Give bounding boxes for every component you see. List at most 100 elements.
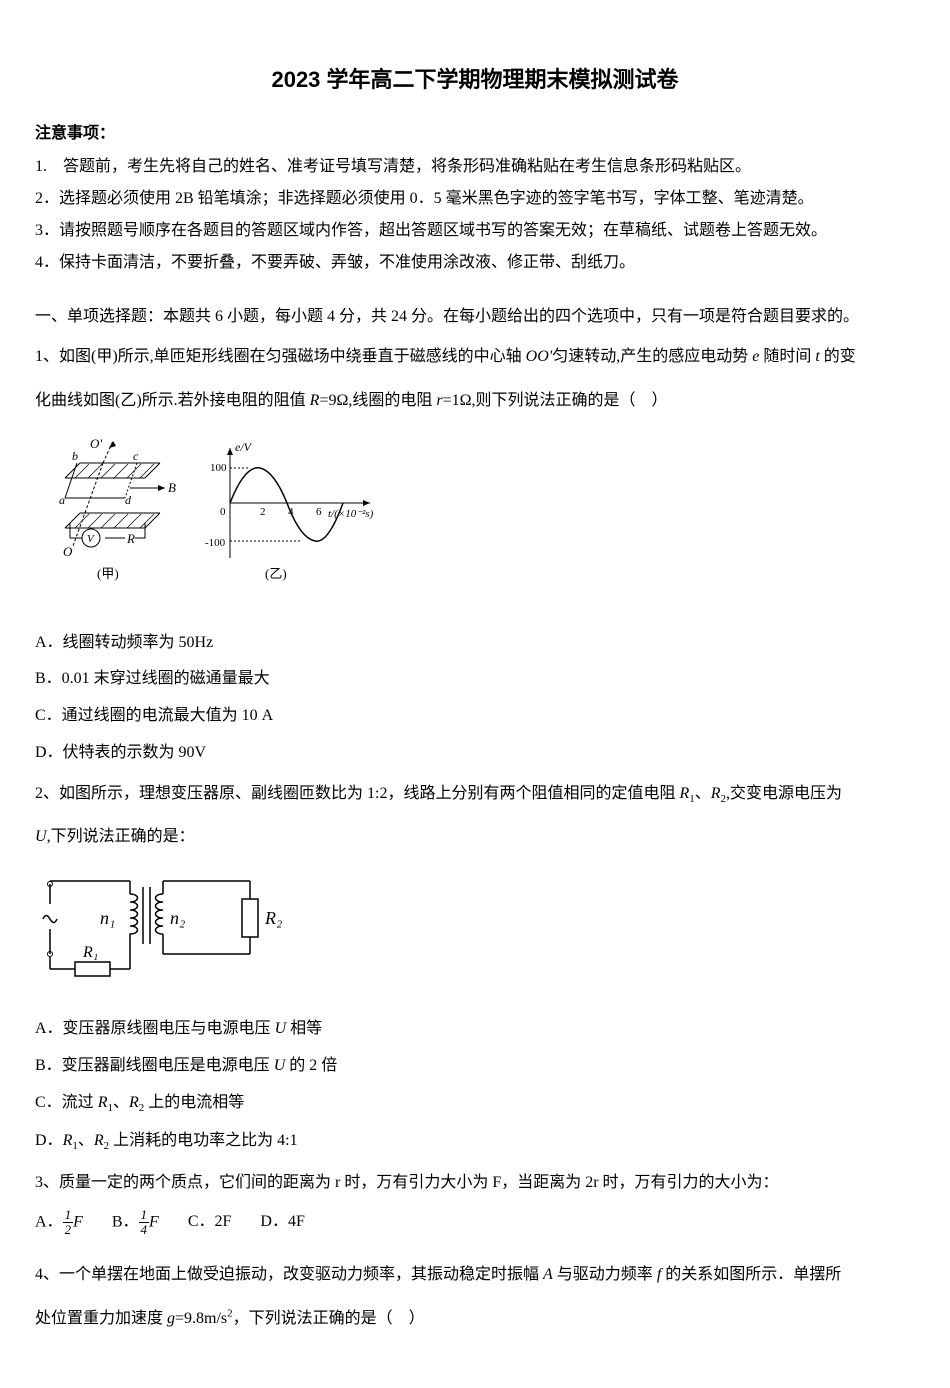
q2-a-U: U	[275, 1020, 287, 1037]
question-4: 4、一个单摆在地面上做受迫振动，改变驱动力频率，其振动稳定时振幅 A 与驱动力频…	[35, 1257, 915, 1292]
notice-item-4: 4．保持卡面清洁，不要折叠，不要弄破、弄皱，不准使用涂改液、修正带、刮纸刀。	[35, 249, 915, 278]
q2-U: U	[35, 828, 47, 845]
q1-option-b: B．0.01 末穿过线圈的磁通量最大	[35, 665, 915, 694]
q2-b-U: U	[274, 1057, 286, 1074]
q1-l2-3: =1Ω,则下列说法正确的是（ ）	[443, 392, 668, 409]
q1-option-d: D．伏特表的示数为 90V	[35, 739, 915, 768]
svg-text:R₁: R₁	[82, 944, 98, 961]
q1-oo: OO'	[526, 348, 553, 365]
notice-item-3: 3．请按照题号顺序在各题目的答题区域内作答，超出答题区域书写的答案无效；在草稿纸…	[35, 217, 915, 246]
q3-options: A．12F B．14F C．2F D．4F	[35, 1208, 915, 1238]
svg-text:R: R	[126, 531, 135, 546]
q2-d-1: D．	[35, 1132, 63, 1149]
q1-l2-2: =9Ω,线圈的电阻	[319, 392, 436, 409]
svg-text:b: b	[72, 449, 78, 463]
svg-text:-100: -100	[205, 537, 226, 549]
q1-text-1: 1、如图(甲)所示,单匝矩形线圈在匀强磁场中绕垂直于磁感线的中心轴	[35, 348, 526, 365]
q4-A: A	[543, 1266, 553, 1283]
q2-R2: R	[711, 785, 721, 802]
q3-b-num: 1	[139, 1208, 150, 1223]
svg-text:(甲): (甲)	[97, 566, 119, 581]
q3-b-label: B．	[112, 1213, 139, 1230]
q4-l2-3: ，下列说法正确的是（ ）	[233, 1310, 425, 1327]
q2-d-R1: R	[63, 1132, 73, 1149]
question-4-line2: 处位置重力加速度 g=9.8m/s2，下列说法正确的是（ ）	[35, 1301, 915, 1336]
svg-text:V: V	[87, 533, 95, 545]
q4-t3: 的关系如图所示．单摆所	[661, 1266, 841, 1283]
q2-c-2: 、	[113, 1094, 129, 1111]
question-1-line2: 化曲线如图(乙)所示.若外接电阻的阻值 R=9Ω,线圈的电阻 r=1Ω,则下列说…	[35, 383, 915, 418]
notice-item-1: 1. 答题前，考生先将自己的姓名、准考证号填写清楚，将条形码准确粘贴在考生信息条…	[35, 153, 915, 182]
q2-c-R1: R	[98, 1094, 108, 1111]
q3-option-d: D．4F	[260, 1208, 304, 1237]
q1-option-a: A．线圈转动频率为 50Hz	[35, 629, 915, 658]
q2-c-R2: R	[129, 1094, 139, 1111]
q3-b-F: F	[149, 1213, 159, 1230]
exam-title: 2023 学年高二下学期物理期末模拟测试卷	[35, 60, 915, 100]
q2-t2: 、	[695, 785, 711, 802]
svg-text:O: O	[63, 544, 73, 559]
svg-text:c: c	[133, 449, 139, 463]
q3-a-F: F	[73, 1213, 83, 1230]
svg-text:4: 4	[288, 506, 294, 518]
q2-circuit-svg: R₁ n₁ n₂ R₂	[35, 869, 295, 989]
q2-l2-2: ,下列说法正确的是：	[47, 828, 195, 845]
q2-t1: 2、如图所示，理想变压器原、副线圈匝数比为 1:2，线路上分别有两个阻值相同的定…	[35, 785, 679, 802]
q2-option-c: C．流过 R1、R2 上的电流相等	[35, 1089, 915, 1119]
svg-text:t/(×10⁻²s): t/(×10⁻²s)	[328, 508, 374, 520]
svg-text:B: B	[168, 480, 176, 495]
question-2-line2: U,下列说法正确的是：	[35, 819, 915, 854]
q3-a-den: 2	[63, 1223, 74, 1237]
q2-a-2: 相等	[286, 1020, 322, 1037]
svg-text:O': O'	[90, 436, 102, 451]
q4-g: g	[167, 1310, 175, 1327]
q4-t1: 4、一个单摆在地面上做受迫振动，改变驱动力频率，其振动稳定时振幅	[35, 1266, 543, 1283]
q2-a-1: A．变压器原线圈电压与电源电压	[35, 1020, 275, 1037]
q3-b-den: 4	[139, 1223, 150, 1237]
q1-text-4: 的变	[820, 348, 856, 365]
q2-d-R2: R	[94, 1132, 104, 1149]
svg-text:R₂: R₂	[264, 908, 282, 928]
question-1: 1、如图(甲)所示,单匝矩形线圈在匀强磁场中绕垂直于磁感线的中心轴 OO'匀速转…	[35, 339, 915, 374]
q2-option-d: D．R1、R2 上消耗的电功率之比为 4:1	[35, 1127, 915, 1157]
question-3: 3、质量一定的两个质点，它们间的距离为 r 时，万有引力大小为 F，当距离为 2…	[35, 1165, 915, 1200]
svg-text:0: 0	[220, 506, 226, 518]
question-2: 2、如图所示，理想变压器原、副线圈匝数比为 1:2，线路上分别有两个阻值相同的定…	[35, 776, 915, 811]
q2-c-1: C．流过	[35, 1094, 98, 1111]
q3-a-label: A．	[35, 1213, 63, 1230]
q4-l2-2: =9.8m/s	[175, 1310, 227, 1327]
q2-d-2: 、	[78, 1132, 94, 1149]
q1-text-2: 匀速转动,产生的感应电动势	[552, 348, 752, 365]
q2-d-3: 上消耗的电功率之比为 4:1	[109, 1132, 297, 1149]
notice-header: 注意事项：	[35, 120, 915, 149]
q2-circuit: R₁ n₁ n₂ R₂	[35, 869, 915, 1000]
q1-R: R	[310, 392, 320, 409]
svg-text:2: 2	[260, 506, 266, 518]
svg-text:n₂: n₂	[170, 908, 185, 928]
q1-text-3: 随时间	[759, 348, 815, 365]
q1-diagrams: O' b c a d	[35, 433, 915, 614]
q3-option-a: A．12F	[35, 1208, 83, 1238]
q2-b-2: 的 2 倍	[285, 1057, 337, 1074]
svg-text:n₁: n₁	[100, 908, 115, 928]
q4-t2: 与驱动力频率	[553, 1266, 657, 1283]
q2-R1: R	[679, 785, 689, 802]
q4-l2-1: 处位置重力加速度	[35, 1310, 167, 1327]
svg-text:e/V: e/V	[235, 440, 253, 454]
q3-a-num: 1	[63, 1208, 74, 1223]
svg-text:a: a	[59, 493, 65, 507]
q2-c-3: 上的电流相等	[144, 1094, 244, 1111]
q2-b-1: B．变压器副线圈电压是电源电压	[35, 1057, 274, 1074]
q3-option-c: C．2F	[188, 1208, 232, 1237]
q1-diagram-svg: O' b c a d	[35, 433, 385, 603]
q2-t3: ,交变电源电压为	[726, 785, 842, 802]
q2-option-a: A．变压器原线圈电压与电源电压 U 相等	[35, 1015, 915, 1044]
q3-option-b: B．14F	[112, 1208, 159, 1238]
q2-option-b: B．变压器副线圈电压是电源电压 U 的 2 倍	[35, 1052, 915, 1081]
notice-item-2: 2．选择题必须使用 2B 铅笔填涂；非选择题必须使用 0．5 毫米黑色字迹的签字…	[35, 185, 915, 214]
q1-l2-1: 化曲线如图(乙)所示.若外接电阻的阻值	[35, 392, 310, 409]
q1-option-c: C．通过线圈的电流最大值为 10 A	[35, 702, 915, 731]
section-header: 一、单项选择题：本题共 6 小题，每小题 4 分，共 24 分。在每小题给出的四…	[35, 303, 915, 332]
svg-text:100: 100	[210, 462, 227, 474]
svg-text:(乙): (乙)	[265, 566, 287, 581]
